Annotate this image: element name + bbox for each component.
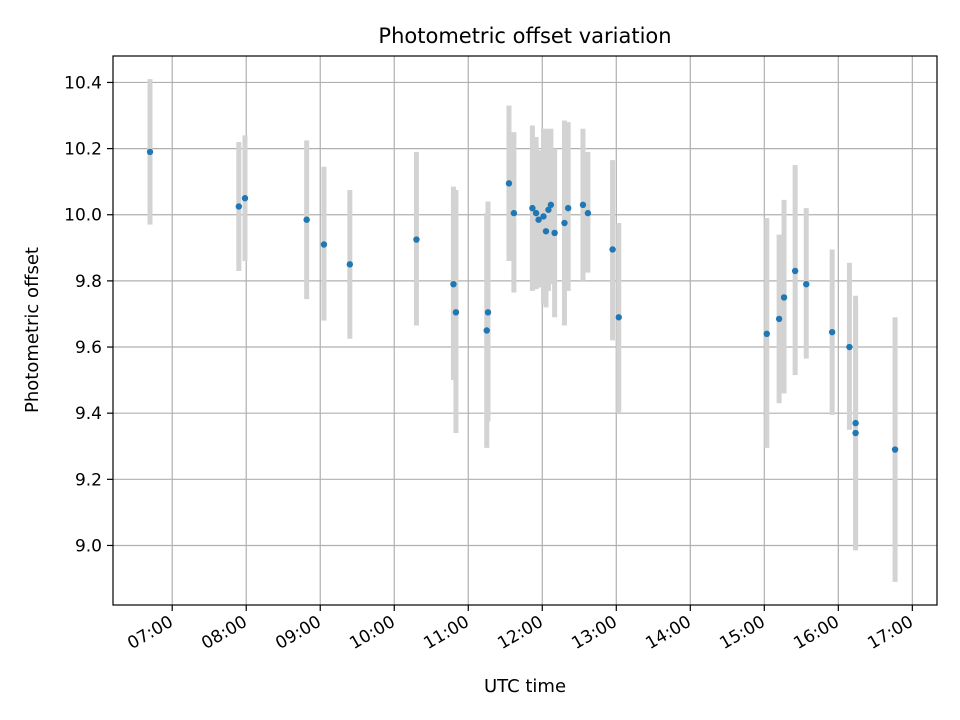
- data-point: [551, 229, 558, 237]
- data-point: [529, 204, 536, 212]
- y-axis-label: Photometric offset: [22, 247, 43, 413]
- data-point: [846, 343, 853, 351]
- data-point: [775, 315, 783, 323]
- data-point: [584, 209, 592, 217]
- data-point: [483, 327, 490, 334]
- y-tick-label: 9.2: [75, 470, 102, 490]
- data-point: [484, 309, 492, 316]
- data-point: [780, 294, 788, 301]
- data-point: [320, 241, 328, 248]
- chart-title: Photometric offset variation: [378, 24, 671, 48]
- data-point: [763, 330, 770, 338]
- data-point: [609, 246, 616, 253]
- y-tick-label: 10.2: [64, 140, 102, 160]
- data-point: [891, 446, 899, 453]
- y-tick-label: 9.6: [75, 338, 102, 358]
- data-point: [235, 203, 243, 210]
- data-point: [532, 209, 540, 217]
- data-point: [561, 219, 568, 227]
- data-points: [146, 148, 899, 453]
- y-tick-label: 10.4: [64, 73, 102, 93]
- data-point: [241, 195, 249, 202]
- data-point: [413, 236, 420, 243]
- plot-frame: [112, 55, 938, 606]
- data-point: [542, 228, 550, 235]
- data-point: [579, 201, 587, 209]
- data-point: [346, 261, 354, 268]
- data-point: [803, 280, 810, 288]
- y-tick-label: 9.8: [75, 272, 102, 292]
- data-point: [547, 201, 555, 209]
- data-point: [450, 280, 457, 288]
- data-point: [615, 314, 622, 321]
- data-point: [545, 206, 552, 213]
- data-point: [540, 213, 547, 220]
- data-point: [852, 419, 859, 427]
- data-point: [828, 328, 836, 336]
- data-point: [505, 180, 513, 187]
- data-point: [535, 216, 542, 223]
- data-point: [791, 267, 799, 275]
- y-axis-ticks: 9.0 9.2 9.4 9.6 9.8 10.0 10.2 10.4: [64, 73, 113, 556]
- data-point: [452, 309, 460, 316]
- data-point: [564, 204, 572, 212]
- y-tick-label: 9.4: [75, 404, 102, 424]
- y-tick-label: 9.0: [75, 536, 102, 556]
- data-point: [303, 216, 310, 223]
- y-tick-label: 10.0: [64, 206, 102, 226]
- data-point: [852, 429, 859, 437]
- x-axis-label: UTC time: [484, 676, 566, 697]
- data-point: [510, 209, 518, 217]
- data-point: [146, 148, 154, 156]
